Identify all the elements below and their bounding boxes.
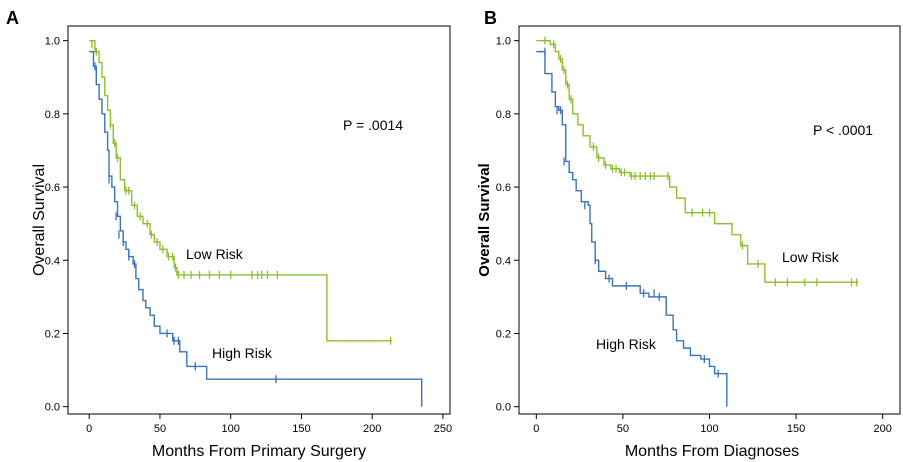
- y-tick-label: 0.2: [496, 328, 511, 340]
- x-tick-label: 150: [292, 423, 310, 435]
- y-tick-label: 0.6: [45, 182, 60, 194]
- x-tick-label: 200: [363, 423, 381, 435]
- panel-a-y-axis-title: Overall Survival: [31, 164, 48, 276]
- y-tick-label: 0.8: [45, 109, 60, 121]
- y-tick-label: 0.0: [496, 402, 511, 414]
- panel-a-curves: [89, 39, 423, 407]
- panel-a-x-ticks: 0 50 100 150 200 250: [86, 414, 452, 435]
- x-tick-label: 0: [86, 423, 92, 435]
- high-risk-curve: [89, 50, 423, 407]
- panel-b-x-axis-title: Months From Diagnoses: [625, 443, 799, 460]
- panel-a-p-value: P = .0014: [343, 117, 403, 133]
- panel-a-x-axis-title: Months From Primary Surgery: [152, 443, 366, 460]
- y-tick-label: 1.0: [45, 36, 60, 48]
- x-tick-label: 250: [434, 423, 452, 435]
- y-tick-label: 1.0: [496, 36, 511, 48]
- x-tick-label: 50: [617, 423, 629, 435]
- panel-a-label: A: [6, 8, 19, 28]
- x-tick-label: 50: [154, 423, 166, 435]
- y-tick-label: 0.0: [45, 402, 60, 414]
- x-tick-label: 200: [874, 423, 892, 435]
- panel-b-low-risk-label: Low Risk: [782, 249, 840, 265]
- panel-a-plot-frame: [67, 25, 451, 415]
- panel-a-low-risk-label: Low Risk: [186, 246, 244, 262]
- x-tick-label: 100: [222, 423, 240, 435]
- x-tick-label: 100: [700, 423, 718, 435]
- panel-b: B 0.0 0.2 0.4 0.6 0.8 1.0 0 50 100 150 200 Overal…: [476, 8, 901, 460]
- panel-b-curves: [536, 36, 859, 407]
- panel-b-x-ticks: 0 50 100 150 200: [533, 414, 892, 435]
- panel-b-label: B: [484, 8, 497, 28]
- x-tick-label: 150: [787, 423, 805, 435]
- panel-a-y-ticks: 0.0 0.2 0.4 0.6 0.8 1.0: [45, 36, 68, 414]
- panel-a-high-risk-label: High Risk: [212, 345, 273, 361]
- y-tick-label: 0.2: [45, 328, 60, 340]
- panel-a: A 0.0 0.2 0.4 0.6 0.8 1.0 0 50 100 150 200 250 Ove…: [6, 8, 452, 460]
- panel-b-y-ticks: 0.0 0.2 0.4 0.6 0.8 1.0: [496, 36, 519, 414]
- low-risk-curve: [89, 39, 392, 342]
- panel-b-y-axis-title: Overall Survival: [476, 163, 493, 276]
- panel-b-high-risk-label: High Risk: [596, 336, 657, 352]
- panel-b-plot-frame: [518, 25, 901, 415]
- y-tick-label: 0.6: [496, 182, 511, 194]
- high-risk-curve: [536, 50, 728, 407]
- x-tick-label: 0: [533, 423, 539, 435]
- y-tick-label: 0.8: [496, 109, 511, 121]
- y-tick-label: 0.4: [496, 255, 511, 267]
- y-tick-label: 0.4: [45, 255, 60, 267]
- low-risk-curve: [536, 39, 859, 283]
- panel-b-p-value: P < .0001: [813, 122, 873, 138]
